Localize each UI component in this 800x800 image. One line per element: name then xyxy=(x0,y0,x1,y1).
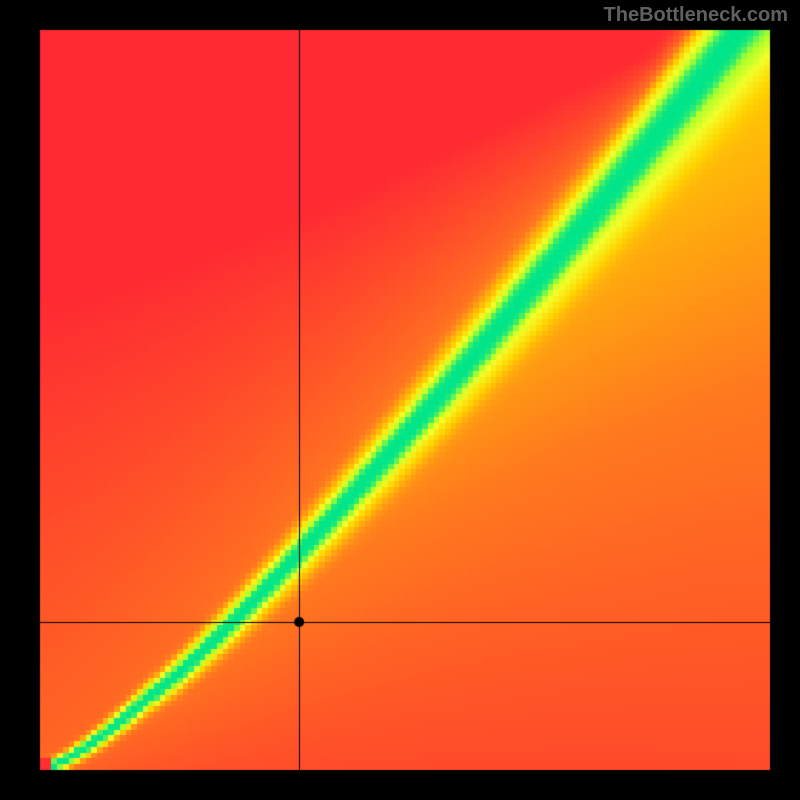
bottleneck-heatmap xyxy=(0,0,800,800)
attribution-label: TheBottleneck.com xyxy=(604,4,788,27)
chart-container: { "attribution": { "text": "TheBottlenec… xyxy=(0,0,800,800)
